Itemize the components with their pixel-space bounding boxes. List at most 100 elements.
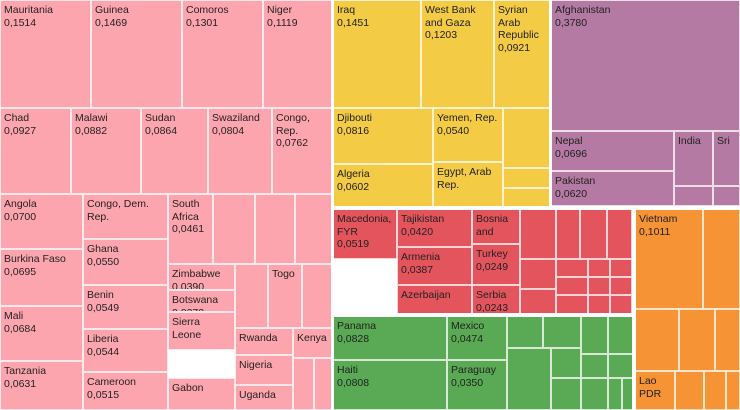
treemap-cell-unlabeled[interactable] [302,264,332,328]
treemap-cell-india[interactable]: India [674,131,713,186]
treemap-cell-unlabeled[interactable] [580,209,607,259]
treemap-cell-haiti[interactable]: Haiti 0,0808 [333,360,447,410]
treemap-cell-sudan[interactable]: Sudan 0,0864 [141,108,208,194]
treemap-cell-tajikistan[interactable]: Tajikistan 0,0420 [397,209,472,247]
country-name: Azerbaijan [401,289,451,301]
treemap-cell-unlabeled[interactable] [726,371,740,410]
treemap-cell-unlabeled[interactable] [588,277,610,295]
treemap-cell-unlabeled[interactable] [608,378,622,410]
treemap-cell-kenya[interactable]: Kenya [293,328,332,358]
treemap-cell-benin[interactable]: Benin 0,0549 [83,285,168,329]
treemap-cell-unlabeled[interactable] [635,309,679,371]
treemap-cell-liberia[interactable]: Liberia 0,0544 [83,329,168,372]
treemap-cell-mali[interactable]: Mali 0,0684 [0,306,83,361]
treemap-cell-unlabeled[interactable] [581,354,608,378]
treemap-cell-egypt-arab-rep[interactable]: Egypt, Arab Rep. [433,162,503,208]
treemap-cell-unlabeled[interactable] [588,295,610,314]
treemap-cell-comoros[interactable]: Comoros 0,1301 [182,0,263,108]
treemap-cell-unlabeled[interactable] [551,378,581,410]
treemap-cell-unlabeled[interactable] [610,277,632,295]
treemap-cell-armenia[interactable]: Armenia 0,0387 [397,247,472,285]
treemap-cell-swaziland[interactable]: Swaziland 0,0804 [208,108,272,194]
treemap-cell-pakistan[interactable]: Pakistan 0,0620 [551,171,674,206]
treemap-cell-sri-lanka[interactable]: Sri [713,131,740,186]
treemap-cell-iraq[interactable]: Iraq 0,1451 [333,0,421,108]
treemap-cell-unlabeled[interactable] [551,348,581,378]
country-value: 0,0243 [476,301,509,314]
treemap-cell-unlabeled[interactable] [610,295,632,314]
treemap-cell-togo[interactable]: Togo [268,264,302,328]
treemap-cell-unlabeled[interactable] [704,371,726,410]
treemap-cell-rwanda[interactable]: Rwanda [235,328,293,355]
treemap-cell-unlabeled[interactable] [295,194,332,264]
treemap-cell-unlabeled[interactable] [520,259,556,289]
treemap-cell-unlabeled[interactable] [715,309,740,371]
treemap-cell-mauritania[interactable]: Mauritania 0,1514 [0,0,91,108]
treemap-cell-vietnam[interactable]: Vietnam 0,1011 [635,209,703,309]
treemap-cell-unlabeled[interactable] [581,378,608,410]
treemap-cell-unlabeled[interactable] [608,354,633,378]
treemap-cell-angola[interactable]: Angola 0,0700 [0,194,83,249]
treemap-cell-ghana[interactable]: Ghana 0,0550 [83,239,168,285]
treemap-cell-chad[interactable]: Chad 0,0927 [0,108,71,194]
treemap-cell-unlabeled[interactable] [503,108,550,168]
treemap-cell-unlabeled[interactable] [520,289,556,314]
treemap-cell-afghanistan[interactable]: Afghanistan 0,3780 [551,0,740,131]
treemap-cell-malawi[interactable]: Malawi 0,0882 [71,108,141,194]
treemap-cell-unlabeled[interactable] [255,194,295,264]
treemap-cell-unlabeled[interactable] [556,277,588,295]
treemap-cell-south-africa[interactable]: South Africa 0,0461 [168,194,213,264]
treemap-cell-unlabeled[interactable] [703,209,740,309]
treemap-cell-guinea[interactable]: Guinea 0,1469 [91,0,182,108]
treemap-cell-djibouti[interactable]: Djibouti 0,0816 [333,108,433,164]
treemap-cell-uganda[interactable]: Uganda [235,385,293,410]
treemap-cell-unlabeled[interactable] [543,316,581,348]
treemap-cell-unlabeled[interactable] [503,188,550,208]
treemap-cell-macedonia-fyr[interactable]: Macedonia, FYR 0,0519 [333,209,397,259]
treemap-cell-unlabeled[interactable] [556,259,588,277]
treemap-cell-unlabeled[interactable] [556,295,588,314]
treemap-cell-congo-dem-rep[interactable]: Congo, Dem. Rep. [83,194,168,239]
treemap-cell-unlabeled[interactable] [293,358,314,410]
treemap-cell-nigeria[interactable]: Nigeria [235,355,293,385]
treemap-cell-panama[interactable]: Panama 0,0828 [333,316,447,360]
treemap-cell-unlabeled[interactable] [507,348,551,410]
treemap-cell-mexico[interactable]: Mexico 0,0474 [447,316,507,360]
treemap-cell-unlabeled[interactable] [610,259,632,277]
treemap-cell-unlabeled[interactable] [675,371,704,410]
treemap-cell-unlabeled[interactable] [674,186,713,206]
treemap-cell-unlabeled[interactable] [556,209,580,259]
treemap-cell-lao-pdr[interactable]: Lao PDR [635,371,675,410]
treemap-cell-unlabeled[interactable] [608,316,633,354]
treemap-cell-unlabeled[interactable] [507,316,543,348]
treemap-cell-nepal[interactable]: Nepal 0,0696 [551,131,674,171]
treemap-cell-unlabeled[interactable] [607,209,632,259]
treemap-cell-serbia[interactable]: Serbia 0,0243 [472,285,520,314]
treemap-cell-unlabeled[interactable] [679,309,715,371]
treemap-cell-unlabeled[interactable] [213,194,255,264]
treemap-cell-tanzania[interactable]: Tanzania 0,0631 [0,361,83,410]
treemap-cell-gabon[interactable]: Gabon [168,378,235,410]
treemap-cell-congo-rep[interactable]: Congo, Rep. 0,0762 [272,108,332,194]
treemap-cell-burkina-faso[interactable]: Burkina Faso 0,0695 [0,249,83,306]
treemap-cell-syrian-arab-republic[interactable]: Syrian Arab Republic 0,0921 [494,0,550,108]
treemap-cell-bosnia-and-herzegovina[interactable]: Bosnia and [472,209,520,244]
treemap-cell-yemen-rep[interactable]: Yemen, Rep. 0,0540 [433,108,503,162]
treemap-cell-turkey[interactable]: Turkey 0,0249 [472,244,520,285]
treemap-cell-unlabeled[interactable] [713,186,740,206]
treemap-cell-paraguay[interactable]: Paraguay 0,0350 [447,360,507,410]
treemap-cell-sierra-leone[interactable]: Sierra Leone [168,312,235,350]
treemap-cell-unlabeled[interactable] [520,209,556,259]
treemap-cell-unlabeled[interactable] [581,316,608,354]
treemap-cell-unlabeled[interactable] [314,358,332,410]
treemap-cell-algeria[interactable]: Algeria 0,0602 [333,164,433,208]
treemap-cell-cameroon[interactable]: Cameroon 0,0515 [83,372,168,410]
treemap-cell-azerbaijan[interactable]: Azerbaijan [397,285,472,314]
treemap-cell-botswana[interactable]: Botswana0,0373 [168,290,235,312]
treemap-cell-unlabeled[interactable] [588,259,610,277]
treemap-cell-niger[interactable]: Niger 0,1119 [263,0,332,108]
treemap-cell-zimbabwe[interactable]: Zimbabwe 0,0390 [168,264,235,290]
treemap-cell-unlabeled[interactable] [235,264,268,328]
treemap-cell-unlabeled[interactable] [503,168,550,188]
treemap-cell-west-bank-and-gaza[interactable]: West Bank and Gaza 0,1203 [421,0,494,108]
